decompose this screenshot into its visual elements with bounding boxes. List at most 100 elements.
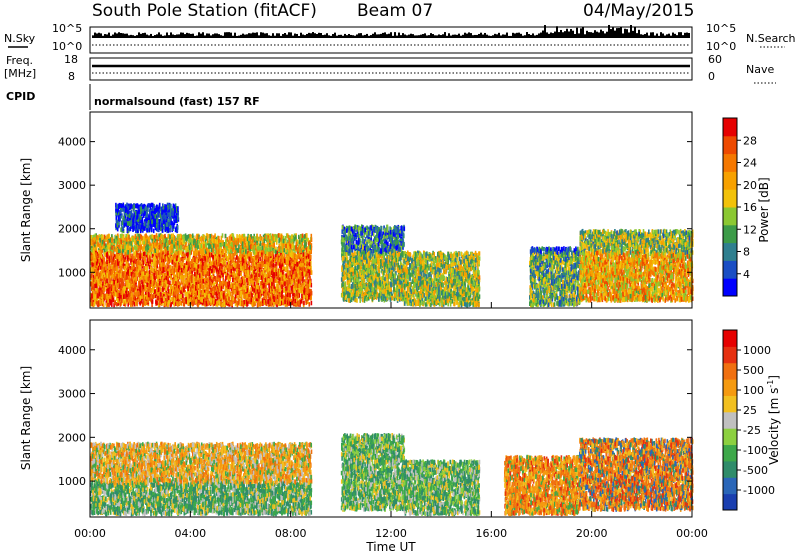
nsearch-label: N.Search xyxy=(746,32,796,45)
nsky-bar xyxy=(612,28,614,38)
nsky-bar xyxy=(320,33,322,38)
nsky-bar xyxy=(308,33,310,38)
nsky-bar xyxy=(298,36,300,38)
nsky-bar xyxy=(110,36,112,38)
echo-cell xyxy=(283,248,285,253)
nsky-bar xyxy=(192,34,194,38)
echo-cell xyxy=(92,278,94,283)
nsky-bar xyxy=(358,33,360,38)
nsky-bar xyxy=(92,35,94,38)
nsky-bar xyxy=(464,33,466,38)
nsky-bar xyxy=(346,35,348,38)
nsky-bar xyxy=(530,35,532,38)
nsky-bar xyxy=(238,36,240,38)
nave-tick-top: 60 xyxy=(708,53,722,66)
nsky-bar xyxy=(436,35,438,38)
echo-cell xyxy=(304,240,306,245)
echo-cell xyxy=(132,247,134,252)
echo-cell xyxy=(172,260,174,265)
nsky-bar xyxy=(318,33,320,38)
figure-title: South Pole Station (fitACF) xyxy=(92,1,317,21)
nsky-bar xyxy=(402,33,404,38)
nsky-bar xyxy=(184,34,186,38)
nsky-bar xyxy=(122,33,124,38)
nsky-bar xyxy=(368,36,370,38)
nsky-bar xyxy=(140,34,142,38)
nsky-bar xyxy=(662,34,664,38)
nsky-tick-bottom: 10^0 xyxy=(52,40,82,53)
echo-cell xyxy=(120,234,122,239)
nsky-bar xyxy=(606,32,608,38)
echo-cell xyxy=(200,297,202,302)
echo-cell xyxy=(162,282,164,287)
nsky-bar xyxy=(468,32,470,38)
nsky-bar xyxy=(292,36,294,38)
nsky-bar xyxy=(258,35,260,38)
nsky-bar xyxy=(532,33,534,38)
nsky-bar xyxy=(366,34,368,38)
nsky-bar xyxy=(632,31,634,38)
nsky-bar xyxy=(642,35,644,38)
nsky-bar xyxy=(202,32,204,38)
echo-cell xyxy=(114,239,116,244)
nsky-bar xyxy=(194,36,196,38)
nsky-bar xyxy=(430,33,432,38)
nsky-bar xyxy=(248,33,250,38)
nsky-bar xyxy=(386,34,388,38)
nsky-bar xyxy=(152,36,154,38)
nsky-bar xyxy=(138,32,140,38)
nsky-bar xyxy=(144,33,146,38)
nsky-bar xyxy=(210,35,212,38)
nave-tick-bottom: 0 xyxy=(708,70,715,83)
nsky-bar xyxy=(490,36,492,38)
nsky-bar xyxy=(592,33,594,38)
nsky-bar xyxy=(528,34,530,38)
nsky-bar xyxy=(274,36,276,38)
nsky-bar xyxy=(214,33,216,38)
nsky-bar xyxy=(392,36,394,38)
echo-cell xyxy=(256,234,258,239)
nsky-bar xyxy=(162,36,164,38)
nsky-bar xyxy=(480,33,482,38)
nsky-bar xyxy=(578,33,580,38)
nsky-bar xyxy=(440,35,442,38)
nsky-bar xyxy=(94,33,96,38)
echo-cell xyxy=(225,276,227,281)
nsky-bar xyxy=(432,34,434,38)
nsky-bar xyxy=(516,33,518,38)
echo-cell xyxy=(106,273,108,278)
nsky-bar xyxy=(268,35,270,38)
nsky-bar xyxy=(348,34,350,38)
echo-cell xyxy=(209,266,211,271)
nsky-bar xyxy=(494,34,496,38)
cpid-value: normalsound (fast) 157 RF xyxy=(94,95,260,108)
nsky-bar xyxy=(116,33,118,38)
echo-cell xyxy=(309,276,311,281)
nsky-bar xyxy=(326,33,328,38)
echo-cell xyxy=(285,294,287,299)
nsky-bar xyxy=(624,29,626,38)
nsky-bar xyxy=(478,34,480,38)
nsky-bar xyxy=(656,34,658,38)
freq-label: Freq. xyxy=(6,54,33,67)
echo-cell xyxy=(217,296,219,301)
nsky-bar xyxy=(652,32,654,38)
echo-cell xyxy=(105,237,107,242)
nsky-bar xyxy=(142,33,144,38)
nsky-bar xyxy=(312,32,314,38)
nsky-bar xyxy=(462,35,464,38)
nsky-bar xyxy=(412,34,414,38)
nsky-bar xyxy=(310,33,312,38)
nsky-bar xyxy=(280,36,282,38)
nave-label: Nave xyxy=(746,63,774,76)
radar-figure: South Pole Station (fitACF) Beam 07 04/M… xyxy=(0,0,800,554)
nsky-bar xyxy=(644,34,646,38)
nsky-bar xyxy=(620,27,622,38)
nsky-bar xyxy=(166,32,168,38)
nsky-bar xyxy=(360,33,362,38)
nsky-bar xyxy=(514,33,516,38)
freq-unit: [MHz] xyxy=(4,67,36,80)
nsky-bar xyxy=(124,34,126,38)
nsky-bar xyxy=(118,32,120,38)
nsky-bar xyxy=(458,34,460,38)
